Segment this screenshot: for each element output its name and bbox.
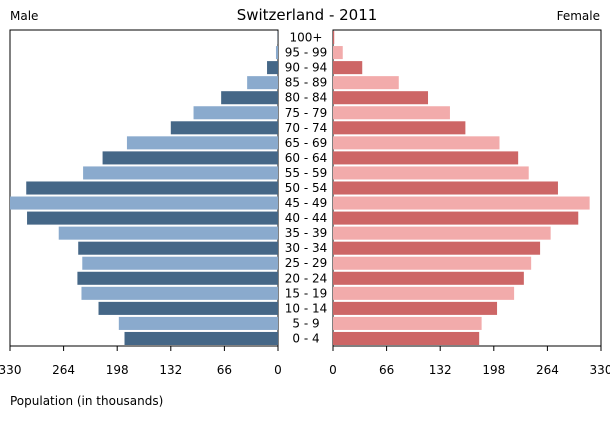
female-bar <box>333 271 524 285</box>
female-bar <box>333 61 363 75</box>
age-group-label: 85 - 89 <box>285 76 328 90</box>
age-group-label: 20 - 24 <box>285 271 328 285</box>
male-axis-tick-label: 198 <box>106 363 129 377</box>
female-axis-tick-label: 264 <box>536 363 559 377</box>
male-bar <box>126 136 278 150</box>
age-group-label: 60 - 64 <box>285 151 328 165</box>
age-group-label: 90 - 94 <box>285 61 328 75</box>
age-group-label: 55 - 59 <box>285 166 328 180</box>
x-axis-label: Population (in thousands) <box>10 394 163 408</box>
female-bar <box>333 181 558 195</box>
age-group-label: 15 - 19 <box>285 286 328 300</box>
age-group-label: 25 - 29 <box>285 256 328 270</box>
female-bar <box>333 91 429 105</box>
male-bar <box>98 301 279 315</box>
female-axis-tick-label: 66 <box>379 363 394 377</box>
female-bar <box>333 106 450 120</box>
male-bar <box>275 46 278 60</box>
male-bar <box>78 241 278 255</box>
male-bar <box>118 316 278 330</box>
male-bar <box>81 286 278 300</box>
age-group-label: 65 - 69 <box>285 136 328 150</box>
female-bar <box>333 286 515 300</box>
chart-title: Switzerland - 2011 <box>237 6 378 24</box>
age-group-label: 100+ <box>290 31 323 45</box>
male-bar <box>193 106 278 120</box>
male-axis-tick-label: 330 <box>0 363 21 377</box>
female-bar <box>333 31 335 45</box>
male-bar <box>102 151 278 165</box>
age-group-label: 50 - 54 <box>285 181 328 195</box>
female-bar <box>333 166 529 180</box>
age-group-label: 0 - 4 <box>292 331 319 345</box>
male-axis-tick-label: 264 <box>52 363 75 377</box>
female-bar <box>333 301 498 315</box>
male-bar <box>82 256 278 270</box>
age-group-label: 40 - 44 <box>285 211 328 225</box>
male-bar <box>267 61 278 75</box>
male-bar <box>77 271 278 285</box>
female-bar <box>333 76 399 90</box>
female-bar <box>333 196 590 210</box>
female-side-label: Female <box>557 9 600 23</box>
female-bar <box>333 136 500 150</box>
female-bar <box>333 46 343 60</box>
age-group-label: 95 - 99 <box>285 46 328 60</box>
male-bar <box>27 211 278 225</box>
male-bar <box>124 331 278 345</box>
male-bar <box>247 76 278 90</box>
female-bar <box>333 256 532 270</box>
female-axis-tick-label: 330 <box>590 363 610 377</box>
age-group-label: 5 - 9 <box>292 316 319 330</box>
female-bar <box>333 316 482 330</box>
age-group-label: 75 - 79 <box>285 106 328 120</box>
male-axis-tick-label: 132 <box>159 363 182 377</box>
female-bar <box>333 211 579 225</box>
male-bar <box>58 226 279 240</box>
male-bar <box>221 91 278 105</box>
female-axis-tick-label: 198 <box>482 363 505 377</box>
age-group-label: 80 - 84 <box>285 91 328 105</box>
male-bar <box>10 196 278 210</box>
female-axis-tick-label: 132 <box>429 363 452 377</box>
bars-group <box>10 31 590 345</box>
age-group-label: 10 - 14 <box>285 301 328 315</box>
axis-ticks-group: 330 330 264 264 198 198 132 132 66 66 0 0 <box>0 346 610 377</box>
age-group-label: 45 - 49 <box>285 196 328 210</box>
female-bar <box>333 241 541 255</box>
female-bar <box>333 331 480 345</box>
male-bar <box>83 166 278 180</box>
age-group-label: 70 - 74 <box>285 121 328 135</box>
male-bar <box>26 181 278 195</box>
male-axis-tick-label: 0 <box>274 363 282 377</box>
male-axis-tick-label: 66 <box>217 363 232 377</box>
female-axis-tick-label: 0 <box>329 363 337 377</box>
female-bar <box>333 226 551 240</box>
age-group-label: 35 - 39 <box>285 226 328 240</box>
male-side-label: Male <box>10 9 38 23</box>
female-bar <box>333 121 466 135</box>
female-bar <box>333 151 519 165</box>
male-bar <box>170 121 278 135</box>
age-group-label: 30 - 34 <box>285 241 328 255</box>
